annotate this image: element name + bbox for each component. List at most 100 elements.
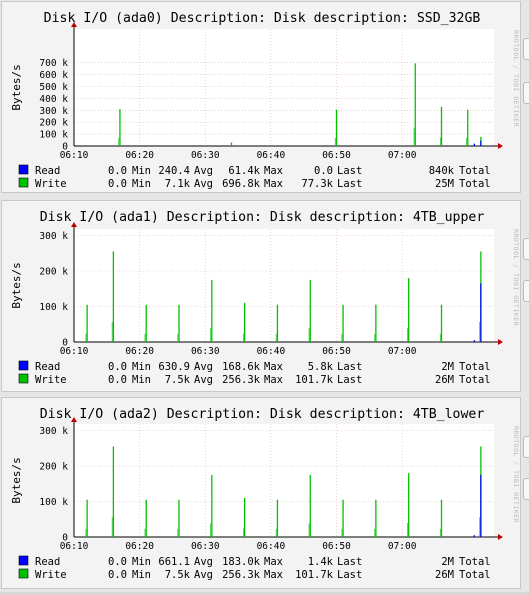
legend-stat: 696.8k	[222, 178, 261, 190]
legend-stat: Avg	[194, 178, 213, 190]
y-tick-label: 100 k	[39, 302, 68, 313]
legend-stat: Max	[264, 374, 283, 386]
legend-stat: 101.7k	[295, 569, 334, 581]
legend-label-write: Write	[35, 569, 67, 581]
rrdtool-watermark: RRDTOOL / TOBI OETIKER	[512, 426, 520, 523]
legend-stat: Avg	[194, 569, 213, 581]
disk-io-panel-ada1: Disk I/O (ada1) Description: Disk descri…	[1, 200, 521, 392]
legend-stat: Min	[132, 361, 151, 373]
plot-area	[74, 29, 494, 146]
legend-stat: Last	[337, 178, 362, 190]
legend-stat: 77.3k	[301, 178, 333, 190]
side-tab-3[interactable]	[523, 238, 529, 260]
y-axis-arrow	[71, 417, 77, 422]
chart-title: Disk I/O (ada2) Description: Disk descri…	[40, 407, 485, 422]
legend-stat: 61.4k	[228, 165, 260, 177]
x-tick-label: 06:50	[322, 346, 351, 357]
legend-stat: 5.8k	[308, 361, 334, 373]
legend-stat: 0.0	[108, 556, 127, 568]
legend-stat: 256.3k	[222, 569, 261, 581]
legend-stat: Last	[337, 569, 362, 581]
legend-stat: Max	[264, 569, 283, 581]
x-tick-label: 06:50	[322, 150, 351, 161]
legend-stat: 26M	[435, 374, 454, 386]
legend-stat: Total	[459, 569, 491, 581]
legend-stat: Max	[264, 361, 283, 373]
legend-swatch-write	[18, 568, 29, 579]
legend-stat: Avg	[194, 374, 213, 386]
side-tab-4[interactable]	[523, 280, 529, 302]
rrdtool-watermark: RRDTOOL / TOBI OETIKER	[512, 30, 520, 127]
side-tab-2[interactable]	[523, 82, 529, 104]
legend-swatch-write	[18, 373, 29, 384]
legend-stat: Min	[132, 178, 151, 190]
y-tick-label: 300 k	[39, 231, 68, 242]
x-tick-label: 06:20	[125, 150, 154, 161]
y-tick-label: 0	[62, 533, 68, 544]
y-tick-label: 100 k	[39, 130, 68, 141]
legend-stat: 240.4	[158, 165, 190, 177]
legend-label-read: Read	[35, 361, 60, 373]
x-tick-label: 06:20	[125, 346, 154, 357]
x-tick-label: 06:50	[322, 541, 351, 552]
side-tab-5[interactable]	[523, 436, 529, 458]
legend-swatch-read	[18, 164, 29, 175]
legend-stat: 7.1k	[165, 178, 191, 190]
x-axis-arrow	[498, 339, 503, 345]
legend-stat: 183.0k	[222, 556, 261, 568]
legend-stat: 2M	[441, 556, 454, 568]
legend-stat: 25M	[435, 178, 454, 190]
disk-io-chart-ada0: Disk I/O (ada0) Description: Disk descri…	[10, 11, 520, 190]
chart-title: Disk I/O (ada0) Description: Disk descri…	[44, 11, 481, 26]
legend-stat: 101.7k	[295, 374, 334, 386]
y-axis-label: Bytes/s	[10, 262, 23, 308]
legend-stat: 26M	[435, 569, 454, 581]
side-tab-6[interactable]	[523, 478, 529, 500]
disk-io-panel-ada0: Disk I/O (ada0) Description: Disk descri…	[1, 1, 521, 193]
x-tick-label: 06:30	[191, 541, 220, 552]
legend-stat: Max	[264, 165, 283, 177]
legend-stat: Last	[337, 361, 362, 373]
legend-stat: Last	[337, 556, 362, 568]
legend-stat: Last	[337, 165, 362, 177]
legend-stat: 0.0	[108, 374, 127, 386]
x-tick-label: 07:00	[388, 346, 417, 357]
plot-area	[74, 424, 494, 537]
legend-stat: Total	[459, 361, 491, 373]
legend-stat: Total	[459, 556, 491, 568]
bottom-strip	[0, 592, 529, 595]
x-tick-label: 06:20	[125, 541, 154, 552]
legend-stat: 7.5k	[165, 374, 191, 386]
x-tick-label: 07:00	[388, 541, 417, 552]
chart-title: Disk I/O (ada1) Description: Disk descri…	[40, 210, 485, 225]
x-tick-label: 06:40	[257, 541, 286, 552]
legend-stat: Total	[459, 374, 491, 386]
legend-stat: 1.4k	[308, 556, 334, 568]
side-tab-1[interactable]	[523, 38, 529, 60]
legend-stat: 0.0	[108, 569, 127, 581]
legend-stat: 0.0	[108, 361, 127, 373]
y-tick-label: 700 k	[39, 58, 68, 69]
y-tick-label: 100 k	[39, 497, 68, 508]
disk-io-panel-ada2: Disk I/O (ada2) Description: Disk descri…	[1, 397, 521, 589]
y-tick-label: 200 k	[39, 118, 68, 129]
y-axis-arrow	[71, 22, 77, 27]
legend-stat: 168.6k	[222, 361, 261, 373]
legend-stat: 630.9	[158, 361, 190, 373]
y-axis-label: Bytes/s	[10, 457, 23, 503]
legend-stat: Min	[132, 374, 151, 386]
x-tick-label: 06:40	[257, 346, 286, 357]
y-tick-label: 300 k	[39, 426, 68, 437]
legend-stat: 661.1	[158, 556, 190, 568]
y-axis-label: Bytes/s	[10, 64, 23, 110]
x-tick-label: 06:40	[257, 150, 286, 161]
legend-stat: Total	[459, 178, 491, 190]
y-tick-label: 500 k	[39, 82, 68, 93]
legend-label-read: Read	[35, 556, 60, 568]
legend-stat: Avg	[194, 165, 213, 177]
x-tick-label: 06:10	[60, 541, 89, 552]
x-tick-label: 06:30	[191, 150, 220, 161]
y-tick-label: 400 k	[39, 94, 68, 105]
legend-stat: Avg	[194, 556, 213, 568]
legend-stat: Max	[264, 556, 283, 568]
